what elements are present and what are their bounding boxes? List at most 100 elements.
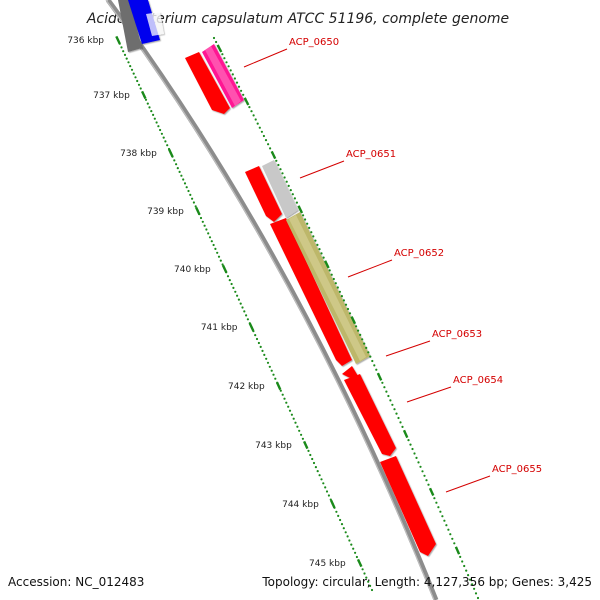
outer-ruler-dot (419, 465, 422, 468)
ruler-dot (148, 106, 151, 109)
ruler-dot (139, 87, 142, 90)
ruler-dot (263, 353, 266, 356)
ruler-dot (203, 224, 206, 227)
ruler-dot (367, 580, 370, 583)
outer-ruler-dot (383, 386, 386, 389)
cds-acp-0650[interactable] (185, 52, 230, 114)
ruler-dot (344, 531, 347, 534)
gene-label-acp-0650[interactable]: ACP_0650 (289, 37, 339, 48)
ruler-dot (221, 263, 224, 266)
ruler-dot (144, 98, 148, 101)
outer-ruler-dot (393, 408, 396, 411)
outer-ruler-dot (476, 596, 480, 600)
ruler-dot (239, 302, 242, 305)
outer-ruler-dot (427, 483, 430, 486)
cds-acp-0655[interactable] (380, 456, 436, 556)
outer-ruler-dot (242, 93, 245, 96)
ruler-major-tick (248, 322, 255, 332)
ruler-dot (348, 539, 351, 542)
ruler-dot (365, 576, 368, 579)
feature-pink[interactable] (202, 44, 244, 108)
outer-ruler-dot (258, 126, 261, 129)
outer-ruler-dot (344, 303, 348, 306)
genome-backbone (105, 0, 439, 600)
outer-ruler-tick (376, 372, 383, 381)
cds-acp-0654[interactable] (344, 374, 396, 456)
feature-olive[interactable] (286, 212, 370, 364)
ruler-dot (228, 279, 231, 282)
outer-ruler-dot (463, 564, 466, 568)
gene-label-acp-0654[interactable]: ACP_0654 (453, 375, 503, 386)
ruler-dot (183, 182, 187, 185)
outer-ruler-dot (369, 355, 372, 358)
ruler-dot (255, 337, 259, 341)
cds-acp-0653[interactable] (342, 366, 358, 378)
outer-ruler-dot (467, 574, 470, 577)
ruler-dot (162, 136, 165, 139)
gene-label-leader (445, 475, 491, 493)
outer-ruler-dot (260, 130, 263, 133)
outer-ruler-dot (471, 583, 474, 586)
ruler-dot (268, 365, 271, 368)
feature-top-dark-gray[interactable] (118, 0, 142, 52)
ruler-major-tick (221, 264, 228, 274)
outer-ruler-dot (391, 403, 394, 406)
gene-label-acp-0655[interactable]: ACP_0655 (492, 464, 542, 475)
ruler-major-tick (141, 90, 147, 100)
ruler-major-tick (330, 499, 336, 509)
ruler-dot (178, 170, 181, 173)
outer-ruler-dot (256, 122, 259, 125)
outer-ruler-dot (252, 114, 255, 117)
ruler-dot (307, 449, 310, 452)
outer-ruler-dot (433, 497, 436, 500)
ruler-dot (234, 290, 237, 293)
ruler-dot (355, 555, 358, 559)
outer-ruler-dot (223, 57, 226, 60)
tick-label: 744 kbp (282, 500, 319, 510)
ruler-dot (301, 437, 304, 440)
cds-acp-0652[interactable] (270, 218, 352, 366)
gene-label-leader (406, 386, 452, 403)
feature-gray[interactable] (262, 160, 298, 218)
ruler-dot (210, 240, 213, 243)
outer-ruler-dot (237, 85, 241, 88)
outer-ruler-dot (381, 381, 384, 384)
gene-label-leader (243, 48, 288, 68)
outer-ruler-dot (275, 159, 278, 162)
ruler-dot (266, 361, 270, 364)
ruler-dot (322, 482, 325, 485)
gene-label-acp-0651[interactable]: ACP_0651 (346, 149, 396, 160)
ruler-dot (216, 251, 219, 254)
outer-ruler-dot (459, 555, 462, 559)
outer-ruler-dot (295, 201, 298, 204)
outer-ruler-dot (441, 515, 444, 518)
outer-ruler-dot (469, 578, 472, 581)
ruler-dot (241, 306, 244, 309)
ruler-dot (208, 236, 212, 239)
outer-ruler-dot (229, 69, 232, 72)
ruler-dot (185, 186, 188, 189)
ruler-dot (369, 584, 372, 588)
ruler-dot (152, 113, 155, 116)
outer-ruler-dot (443, 519, 446, 522)
outer-ruler-dot (235, 81, 239, 84)
gene-label-acp-0653[interactable]: ACP_0653 (432, 329, 482, 340)
ruler-dot (340, 523, 344, 526)
feature-top-blue[interactable] (128, 0, 164, 44)
outer-ruler-tick (350, 316, 357, 325)
ruler-dot (312, 461, 316, 465)
ruler-dot (320, 478, 323, 481)
outer-ruler-dot (262, 134, 265, 138)
outer-ruler-dot (283, 176, 286, 179)
outer-ruler-dot (215, 40, 218, 44)
cds-acp-0651[interactable] (245, 166, 282, 222)
ruler-major-tick (275, 381, 282, 391)
ruler-dot (164, 140, 167, 143)
ruler-dot (199, 216, 203, 220)
outer-ruler-dot (312, 235, 315, 238)
outer-ruler-dot (277, 163, 280, 167)
gene-label-acp-0652[interactable]: ACP_0652 (394, 248, 444, 259)
outer-ruler-dot (338, 290, 341, 293)
outer-ruler-dot (250, 110, 253, 113)
outer-ruler-dot (264, 139, 268, 142)
